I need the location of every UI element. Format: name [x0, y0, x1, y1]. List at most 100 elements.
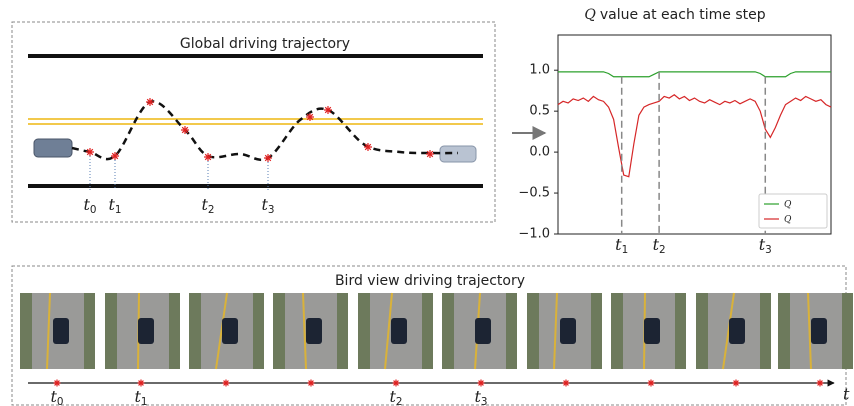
time-label-main: t [201, 195, 208, 214]
frame-car [644, 318, 660, 344]
timeline-tick-label: t2 [389, 387, 402, 406]
chart-title-text: value at each time step [600, 7, 766, 23]
timeline-tick-label-main: t [50, 387, 57, 406]
bird-frame [105, 292, 180, 370]
frame-car [306, 318, 322, 344]
waypoint [392, 379, 400, 387]
marker-label-sub: 3 [765, 244, 772, 256]
time-label-main: t [261, 195, 268, 214]
legend-label: Q [784, 215, 792, 225]
timeline-tick-label-main: t [389, 387, 396, 406]
frame-lane [384, 292, 393, 370]
frame-lane [807, 292, 812, 370]
time-label-main: t [83, 195, 90, 214]
frame-lane [553, 292, 558, 370]
y-tick-label: −1.0 [518, 227, 550, 242]
timeline-tick-label-main: t [474, 387, 481, 406]
bird-frame [189, 292, 264, 370]
frame-car [729, 318, 745, 344]
timeline-tick-label-sub: 0 [57, 396, 64, 406]
trajectory-title: Global driving trajectory [180, 36, 350, 52]
time-label: t3 [261, 195, 274, 216]
waypoint [146, 98, 154, 106]
bird-frame [358, 292, 433, 370]
waypoint [364, 143, 372, 151]
waypoint [816, 379, 824, 387]
waypoint [222, 379, 230, 387]
timeline-tick-label: t1 [134, 387, 147, 406]
marker-label-sub: 1 [622, 244, 629, 256]
frame-car [222, 318, 238, 344]
legend-name: Q [784, 200, 792, 210]
waypoint [324, 106, 332, 114]
waypoint [204, 153, 212, 161]
chart-title-symbol: Q [584, 7, 596, 23]
time-label-main: t [108, 195, 115, 214]
trajectory-panel [11, 21, 496, 223]
timeline-tick-label: t3 [474, 387, 487, 406]
marker-label-main: t [759, 235, 766, 254]
timeline-label: t [843, 385, 850, 404]
timeline-tick-label-main: t [134, 387, 141, 406]
time-label: t2 [201, 195, 214, 216]
legend-label: Q [784, 200, 792, 210]
frame-lane [302, 292, 307, 370]
waypoint [307, 379, 315, 387]
plot-frame [557, 34, 832, 235]
y-tick-label: 0.0 [529, 145, 550, 160]
timeline-tick-label-sub: 3 [481, 396, 488, 406]
time-label-sub: 2 [208, 204, 215, 216]
waypoint [86, 148, 94, 156]
series-line [557, 94, 832, 178]
waypoint [477, 379, 485, 387]
car-start [33, 138, 73, 158]
timeline-tick-label-sub: 2 [396, 396, 403, 406]
waypoint [137, 379, 145, 387]
frame-car [811, 318, 827, 344]
waypoint [111, 152, 119, 160]
frame-lane [722, 292, 735, 370]
bird-frame [611, 292, 686, 370]
frame-car [560, 318, 576, 344]
marker-label: t3 [759, 235, 772, 256]
marker-label-main: t [615, 235, 622, 254]
waypoint [732, 379, 740, 387]
waypoint [426, 150, 434, 158]
time-label-sub: 1 [115, 204, 122, 216]
waypoint [264, 154, 272, 162]
waypoint [181, 126, 189, 134]
trajectory-path [71, 100, 459, 162]
frame-lane [215, 292, 228, 370]
bird-view-title: Bird view driving trajectory [335, 273, 525, 289]
bird-frame [20, 292, 95, 370]
frame-car [391, 318, 407, 344]
bird-frame [778, 292, 853, 370]
time-label-sub: 0 [90, 204, 97, 216]
legend-name: Q [784, 215, 792, 225]
y-tick-label: 1.0 [529, 63, 550, 78]
y-tick-label: 0.5 [529, 104, 550, 119]
timeline-tick-label: t0 [50, 387, 63, 406]
y-tick-label: −0.5 [518, 186, 550, 201]
waypoint [306, 113, 314, 121]
bird-frame [696, 292, 771, 370]
marker-label-sub: 2 [659, 244, 666, 256]
time-label: t1 [108, 195, 121, 216]
frame-car [475, 318, 491, 344]
legend-box [758, 193, 828, 229]
series-line [558, 71, 831, 78]
frame-lane [46, 292, 51, 370]
marker-label-main: t [653, 235, 660, 254]
bird-view-panel [11, 265, 847, 406]
timeline-tick-label-sub: 1 [141, 396, 148, 406]
frame-car [138, 318, 154, 344]
marker-label: t2 [653, 235, 666, 256]
waypoint [647, 379, 655, 387]
time-label-sub: 3 [268, 204, 275, 216]
frame-car [53, 318, 69, 344]
bird-frame [442, 292, 517, 370]
bird-frame [527, 292, 602, 370]
waypoint [562, 379, 570, 387]
time-label: t0 [83, 195, 96, 216]
